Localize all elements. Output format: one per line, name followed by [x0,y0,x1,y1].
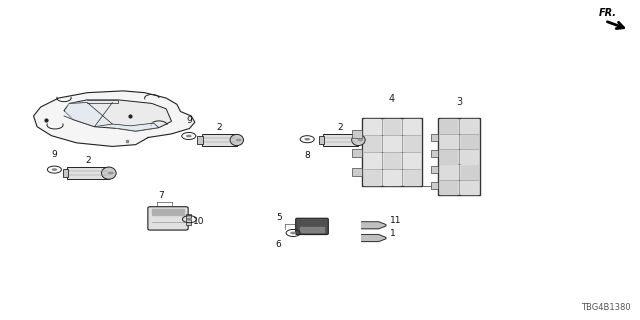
Bar [440,165,458,179]
Bar [319,136,324,144]
Bar [440,119,458,133]
FancyBboxPatch shape [148,207,188,230]
Bar [384,170,400,185]
Bar [364,136,380,151]
Bar [300,227,324,232]
Text: 3: 3 [456,97,462,107]
Bar [186,214,191,225]
Polygon shape [64,102,113,127]
Bar [152,209,184,215]
Circle shape [305,138,310,140]
Bar [352,130,362,138]
Text: 10: 10 [193,217,204,226]
Bar [440,181,458,194]
Polygon shape [362,235,386,242]
Text: 2: 2 [216,123,221,132]
Bar [197,136,203,144]
Bar [431,134,438,141]
Text: 6: 6 [276,240,282,249]
Text: 2: 2 [338,123,343,132]
Text: FR.: FR. [598,8,616,18]
Polygon shape [64,100,172,131]
Text: 9: 9 [52,150,57,159]
Bar [404,153,420,168]
Ellipse shape [352,134,365,146]
Bar [364,153,380,168]
Ellipse shape [102,167,116,179]
Bar [404,119,420,134]
Bar [431,182,438,189]
Bar [461,119,478,133]
Bar [438,118,480,195]
Bar [404,136,420,151]
Text: 1: 1 [390,229,396,238]
Circle shape [186,135,191,137]
Circle shape [291,232,296,234]
Polygon shape [113,123,159,131]
Bar [202,134,237,146]
Text: 2: 2 [85,156,90,165]
Text: 8: 8 [305,151,310,160]
Bar [384,136,400,151]
Bar [364,170,380,185]
Bar [440,150,458,164]
Bar [352,149,362,157]
Bar [431,150,438,157]
Bar [384,119,400,134]
Text: 7: 7 [159,191,164,200]
Text: 11: 11 [390,216,401,225]
Bar [440,135,458,148]
Bar [461,181,478,194]
Ellipse shape [230,134,244,146]
Bar [67,167,109,179]
Bar [63,169,68,177]
Bar [384,153,400,168]
FancyBboxPatch shape [296,218,328,235]
Bar [461,135,478,148]
Text: 5: 5 [276,213,282,222]
Bar [323,134,358,146]
Circle shape [236,139,242,141]
Bar [352,168,362,176]
Text: 9: 9 [186,116,191,125]
Polygon shape [87,100,118,102]
Polygon shape [33,91,195,147]
Bar [461,150,478,164]
Circle shape [52,168,57,171]
Bar [364,119,380,134]
Circle shape [357,139,364,141]
Circle shape [108,172,114,175]
Polygon shape [362,222,386,229]
Bar [404,170,420,185]
Text: TBG4B1380: TBG4B1380 [580,303,630,312]
Bar [431,166,438,173]
Bar [362,118,422,186]
Bar [461,165,478,179]
Text: 4: 4 [388,94,395,104]
Circle shape [187,218,192,220]
